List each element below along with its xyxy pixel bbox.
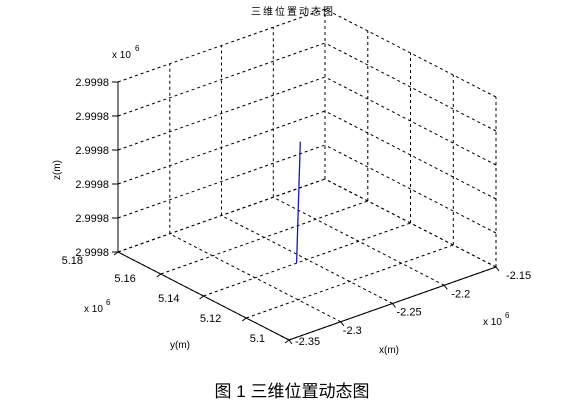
- x-exponent-label: x 10: [483, 317, 502, 328]
- grid-layer: [117, 8, 497, 341]
- series-layer: [295, 141, 301, 264]
- z-tick-label: 2.9998: [75, 179, 109, 191]
- back-wall-grid-z: [117, 144, 326, 219]
- back-wall-grid-z: [117, 76, 326, 151]
- right-wall-grid-z: [324, 8, 497, 98]
- figure-caption: 图 1 三维位置动态图: [215, 382, 370, 401]
- y-tick-label: 5.18: [62, 255, 83, 267]
- x-tick-label: -2.15: [506, 270, 531, 282]
- right-wall-grid-z: [324, 178, 497, 268]
- x-axis-label: x(m): [379, 345, 399, 356]
- z-tick-label: 2.9998: [75, 145, 109, 157]
- z-tick-label: 2.9998: [75, 247, 109, 259]
- z-tick-label: 2.9998: [75, 77, 109, 89]
- right-wall-grid-z: [324, 110, 497, 200]
- x-tick-mark: [443, 284, 448, 290]
- y-exponent-base: x 10: [84, 304, 103, 315]
- x-exponent-power: 6: [505, 311, 510, 320]
- y-axis-label: y(m): [170, 340, 190, 351]
- back-wall-grid-z: [117, 110, 326, 185]
- y-tick-label: 5.12: [200, 313, 221, 325]
- x-tick-label: -2.35: [295, 336, 320, 348]
- y-tick-label: 5.16: [114, 273, 135, 285]
- y-tick-mark: [242, 317, 247, 322]
- floor-grid-y: [203, 222, 411, 297]
- floor-grid-x: [273, 196, 445, 286]
- y-exponent-label: x 10: [84, 304, 103, 315]
- back-wall-grid-z: [117, 8, 326, 83]
- z-tick-label: 2.9998: [75, 111, 109, 123]
- chart-title: 三维位置动态图: [251, 5, 335, 18]
- back-wall-grid-z: [117, 178, 326, 253]
- trajectory-line: [295, 141, 301, 264]
- x-tick-label: -2.2: [451, 288, 470, 300]
- x-tick-label: -2.3: [343, 325, 362, 337]
- x-tick-label: -2.25: [397, 307, 422, 319]
- right-wall-grid-z: [324, 42, 497, 132]
- z-exponent-label: x 10: [112, 50, 131, 61]
- right-wall-grid-z: [324, 76, 497, 166]
- x-exponent-base: x 10: [483, 317, 502, 328]
- back-wall-grid-z: [117, 42, 326, 117]
- y-tick-label: 5.1: [250, 333, 265, 345]
- tick-labels: -2.35 -2.3 -2.25 -2.2 -2.15 5.1 5.12 5.14 5.16 5.…: [62, 77, 532, 348]
- z-axis-label: z(m): [52, 160, 63, 180]
- right-wall-grid-z: [324, 144, 497, 234]
- z-exponent-power: 6: [135, 44, 140, 53]
- axes-box: [112, 81, 500, 345]
- x-tick-mark: [340, 321, 345, 327]
- y-tick-mark: [199, 295, 204, 300]
- x-tick-mark: [392, 303, 396, 308]
- x-tick-mark: [288, 339, 293, 345]
- y-exponent-power: 6: [106, 298, 111, 307]
- z-exponent-base: x 10: [112, 50, 131, 61]
- y-tick-label: 5.14: [158, 293, 179, 305]
- x-tick-mark: [495, 266, 500, 272]
- z-tick-label: 2.9998: [75, 213, 109, 225]
- floor-grid-y: [160, 200, 368, 275]
- y-tick-mark: [156, 273, 162, 278]
- y-tick-mark: [284, 339, 290, 344]
